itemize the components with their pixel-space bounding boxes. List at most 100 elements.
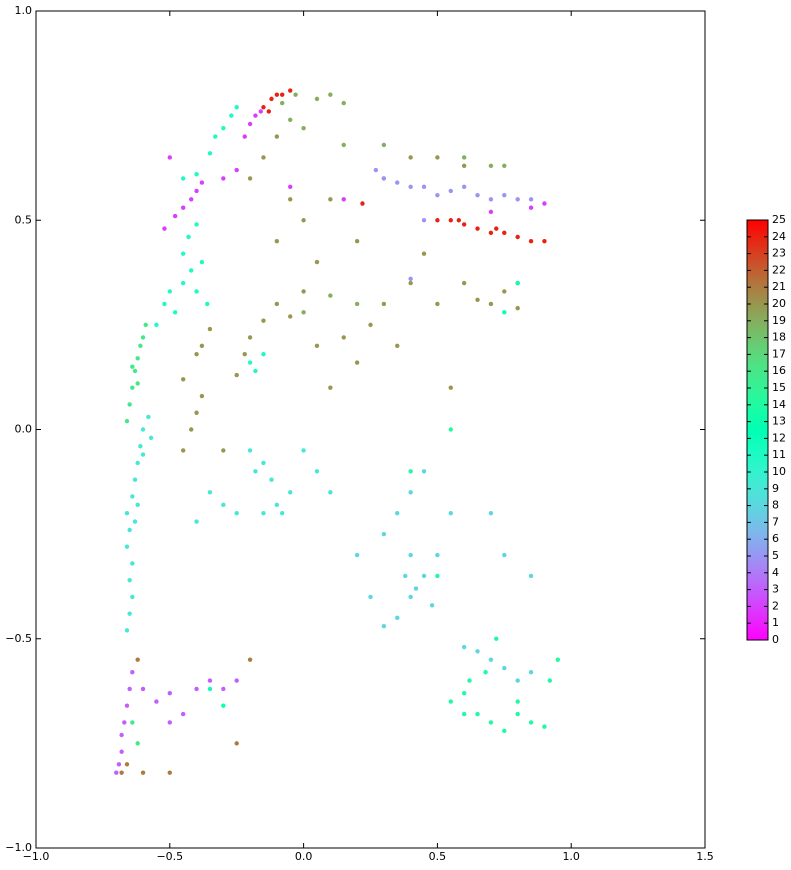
point	[448, 511, 453, 516]
point	[167, 155, 172, 160]
point	[132, 477, 138, 482]
point	[221, 125, 226, 131]
point	[435, 573, 440, 579]
colorbar-tick-label: 23	[772, 247, 786, 260]
point	[189, 197, 194, 202]
point	[542, 238, 547, 244]
point	[408, 155, 413, 160]
colorbar-tick-label: 19	[772, 314, 786, 327]
point	[502, 192, 507, 198]
point	[130, 594, 135, 600]
point	[448, 699, 453, 704]
point	[119, 732, 124, 738]
point	[194, 188, 199, 194]
point	[194, 222, 199, 227]
point	[368, 322, 373, 328]
point	[448, 385, 453, 390]
point	[354, 552, 360, 558]
point	[253, 469, 258, 474]
point	[140, 686, 146, 692]
point	[194, 519, 199, 524]
point	[461, 280, 467, 286]
point	[194, 351, 199, 357]
colorbar-tick-label: 10	[772, 465, 786, 478]
point	[421, 573, 427, 579]
y-tick-label: 0.0	[15, 423, 33, 436]
point	[130, 364, 135, 369]
point	[279, 92, 285, 97]
point	[124, 762, 130, 767]
point	[502, 552, 507, 558]
point	[258, 109, 263, 114]
colorbar-tick-label: 17	[772, 347, 786, 360]
point	[488, 230, 494, 236]
plot-frame	[35, 10, 706, 849]
point	[288, 490, 293, 495]
point	[435, 155, 440, 160]
point	[132, 519, 138, 524]
point	[408, 594, 413, 600]
point	[435, 552, 440, 558]
point	[274, 92, 280, 97]
point	[475, 649, 480, 654]
point	[381, 301, 387, 307]
point	[261, 460, 266, 466]
point	[205, 301, 210, 307]
point	[403, 573, 408, 579]
point	[301, 125, 306, 131]
point	[328, 197, 333, 202]
point	[502, 728, 507, 734]
point	[207, 326, 213, 332]
point	[341, 142, 346, 148]
point	[421, 469, 427, 474]
point	[135, 356, 140, 361]
point	[288, 314, 293, 319]
point	[135, 460, 140, 466]
point	[189, 427, 194, 432]
point	[154, 699, 159, 704]
point	[242, 134, 247, 139]
point	[261, 155, 266, 160]
point	[288, 88, 293, 93]
point	[247, 176, 253, 181]
point	[502, 230, 507, 236]
point	[162, 226, 167, 231]
point	[488, 720, 494, 725]
points	[114, 88, 561, 775]
point	[124, 544, 130, 549]
point	[461, 163, 467, 169]
colorbar-tick-label: 21	[772, 280, 786, 293]
point	[194, 410, 199, 415]
point	[314, 259, 320, 265]
colorbar-tick-label: 9	[772, 482, 779, 495]
point	[199, 180, 205, 185]
point	[488, 301, 494, 307]
colorbar-tick-label: 25	[772, 213, 786, 226]
point	[130, 720, 135, 725]
colorbar-tick-label: 13	[772, 415, 786, 428]
point	[461, 222, 467, 227]
point	[127, 611, 132, 616]
point	[199, 259, 205, 265]
point	[408, 490, 413, 495]
colorbar-tick-label: 3	[772, 583, 779, 596]
point	[124, 628, 130, 633]
point	[488, 511, 494, 516]
point	[247, 657, 253, 662]
point	[328, 92, 333, 97]
point	[135, 381, 140, 386]
point	[435, 192, 440, 198]
point	[429, 603, 435, 608]
point	[542, 201, 547, 206]
point	[180, 251, 186, 256]
point	[234, 167, 239, 173]
point	[475, 226, 480, 231]
point	[135, 657, 140, 662]
colorbar-tick-label: 11	[772, 448, 786, 461]
point	[127, 527, 132, 533]
point	[328, 385, 333, 390]
point	[234, 511, 239, 516]
point	[314, 469, 320, 474]
point	[542, 724, 547, 729]
point	[502, 310, 507, 315]
